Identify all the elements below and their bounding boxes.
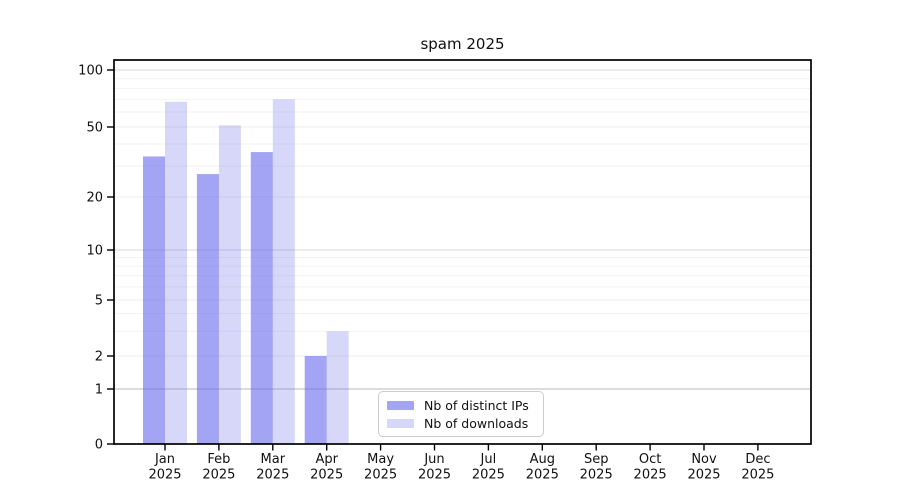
x-tick-label-year: 2025 (310, 468, 343, 483)
x-tick-label-year: 2025 (364, 468, 397, 483)
bar-distinct-ips (250, 152, 273, 444)
x-tick-label-month: Jun (423, 452, 444, 467)
x-tick-label-month: May (367, 452, 394, 467)
bar-distinct-ips (304, 356, 327, 444)
x-tick-label-month: Feb (207, 452, 230, 467)
x-tick-label-year: 2025 (418, 468, 451, 483)
legend-item-downloads: Nb of downloads (387, 416, 543, 431)
x-tick-label-month: Jan (154, 452, 175, 467)
x-tick-label-year: 2025 (634, 468, 667, 483)
x-tick-label-year: 2025 (202, 468, 235, 483)
x-tick-label-month: Aug (530, 452, 555, 467)
y-tick-label: 100 (78, 64, 103, 79)
legend-item-distinct-ips: Nb of distinct IPs (387, 398, 543, 413)
x-tick-label-year: 2025 (526, 468, 559, 483)
y-tick-label: 1 (95, 383, 103, 398)
x-tick-label-month: Jul (480, 452, 497, 467)
bar-downloads (272, 99, 295, 444)
y-tick-label: 50 (86, 121, 103, 136)
axes-border (113, 59, 812, 445)
x-tick-label-year: 2025 (472, 468, 505, 483)
bar-downloads (165, 101, 187, 445)
bar-distinct-ips (196, 174, 219, 444)
x-tick-label-month: Oct (639, 452, 661, 467)
x-tick-label-month: Apr (315, 452, 338, 467)
legend-swatch-downloads (387, 418, 414, 428)
legend: Nb of distinct IPs Nb of downloads (378, 391, 544, 437)
legend-swatch-distinct-ips (387, 400, 414, 410)
bar-distinct-ips (143, 156, 165, 444)
y-tick-label: 2 (95, 350, 103, 365)
y-tick-label: 10 (86, 244, 103, 259)
x-tick-label-year: 2025 (256, 468, 289, 483)
x-tick-label-year: 2025 (148, 468, 181, 483)
legend-label-downloads: Nb of downloads (424, 415, 529, 431)
chart-title: spam 2025 (420, 35, 505, 53)
y-tick-label: 5 (95, 294, 103, 309)
legend-label-distinct-ips: Nb of distinct IPs (424, 397, 529, 413)
x-tick-label-month: Nov (691, 452, 717, 467)
x-tick-label-year: 2025 (580, 468, 613, 483)
x-tick-label-month: Dec (745, 452, 770, 467)
bar-downloads (218, 125, 241, 445)
x-tick-label-month: Sep (584, 452, 609, 467)
y-tick-label: 0 (95, 438, 103, 453)
x-tick-label-year: 2025 (687, 468, 720, 483)
y-tick-label: 20 (86, 191, 103, 206)
x-tick-label-month: Mar (261, 452, 286, 467)
bar-downloads (326, 331, 349, 444)
x-tick-label-year: 2025 (741, 468, 774, 483)
